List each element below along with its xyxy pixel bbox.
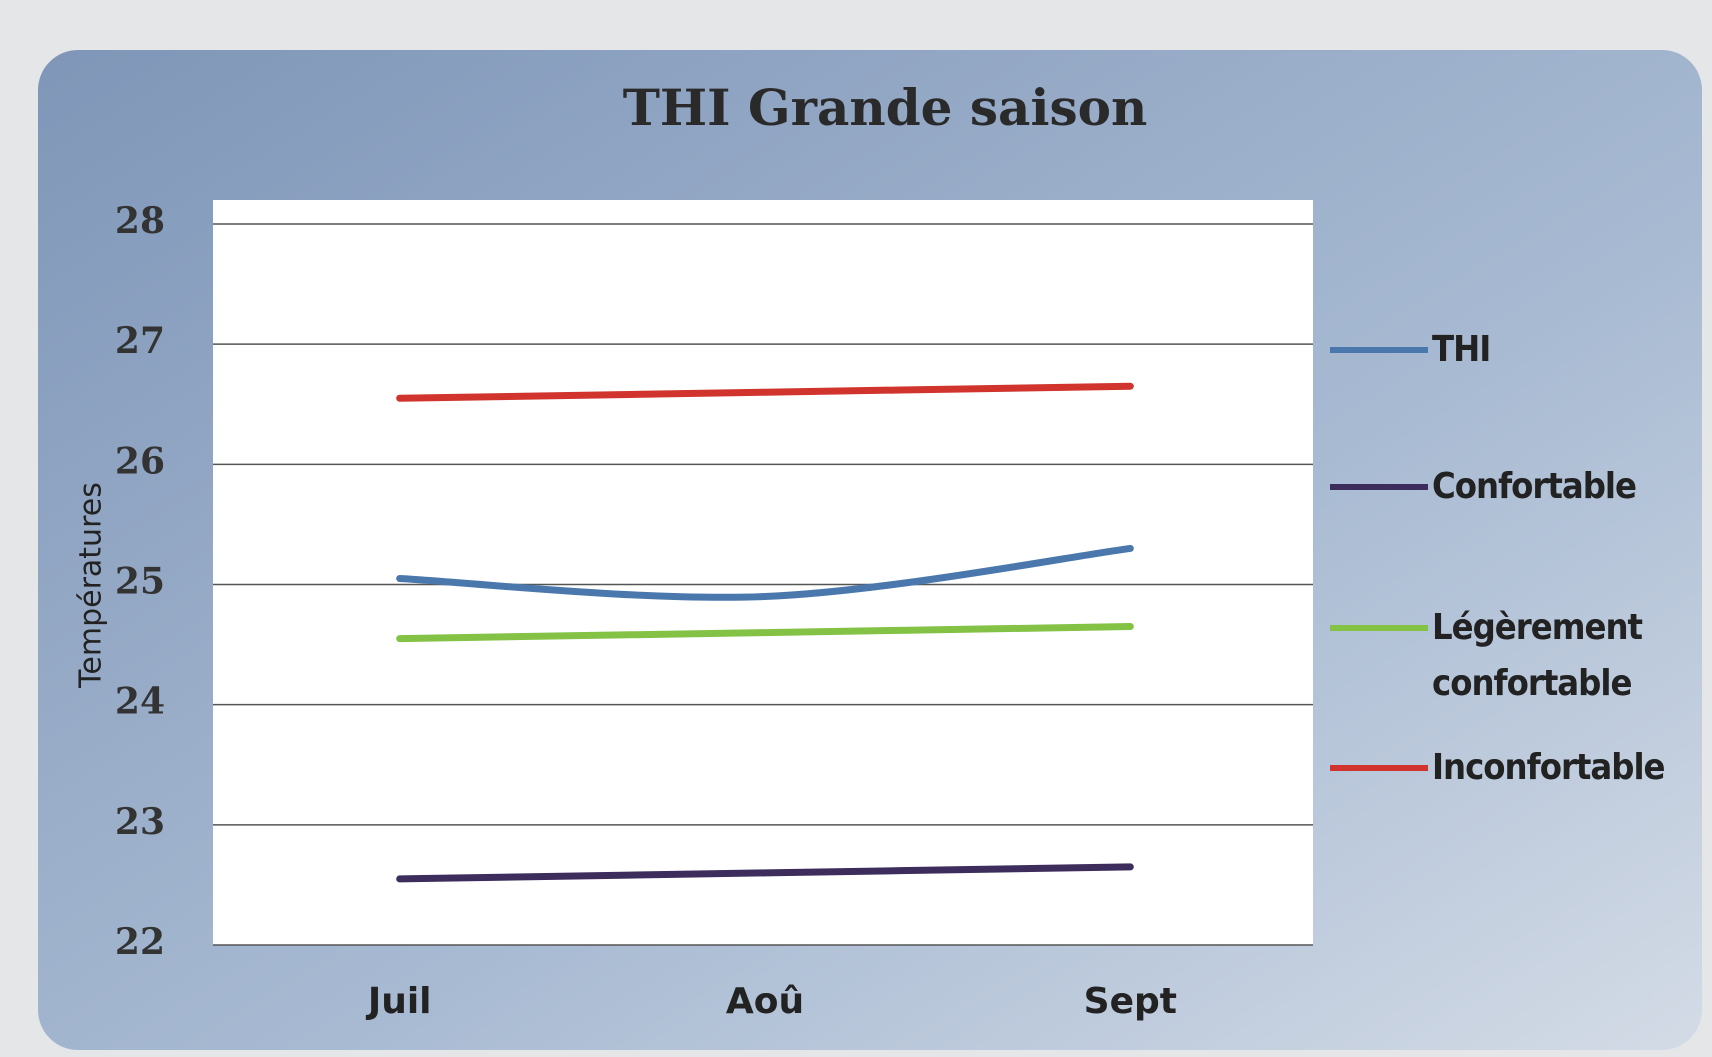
x-tick-label: Sept: [1084, 981, 1177, 1022]
legend-label: Confortable: [1432, 466, 1637, 507]
legend-label: THI: [1432, 329, 1491, 370]
y-tick-label: 27: [115, 320, 165, 362]
y-tick-label: 23: [115, 801, 165, 843]
y-tick-label: 22: [115, 921, 165, 963]
chart-title: THI Grande saison: [623, 78, 1148, 137]
y-tick-label: 26: [115, 440, 165, 482]
legend-label: Inconfortable: [1432, 747, 1666, 788]
series-line: [396, 544, 1134, 601]
y-tick-label: 25: [115, 561, 165, 603]
x-tick-label: Juil: [365, 981, 432, 1022]
x-tick-label: Aoû: [726, 981, 804, 1022]
y-axis-label: Températures: [74, 482, 109, 689]
y-tick-label: 28: [115, 200, 165, 242]
legend-label: Légèrement confortable: [1432, 607, 1643, 704]
series-line: [396, 382, 1134, 402]
plot-area: [213, 200, 1313, 945]
y-tick-label: 24: [115, 681, 165, 723]
series-line: [396, 623, 1134, 643]
series-line: [396, 863, 1134, 883]
